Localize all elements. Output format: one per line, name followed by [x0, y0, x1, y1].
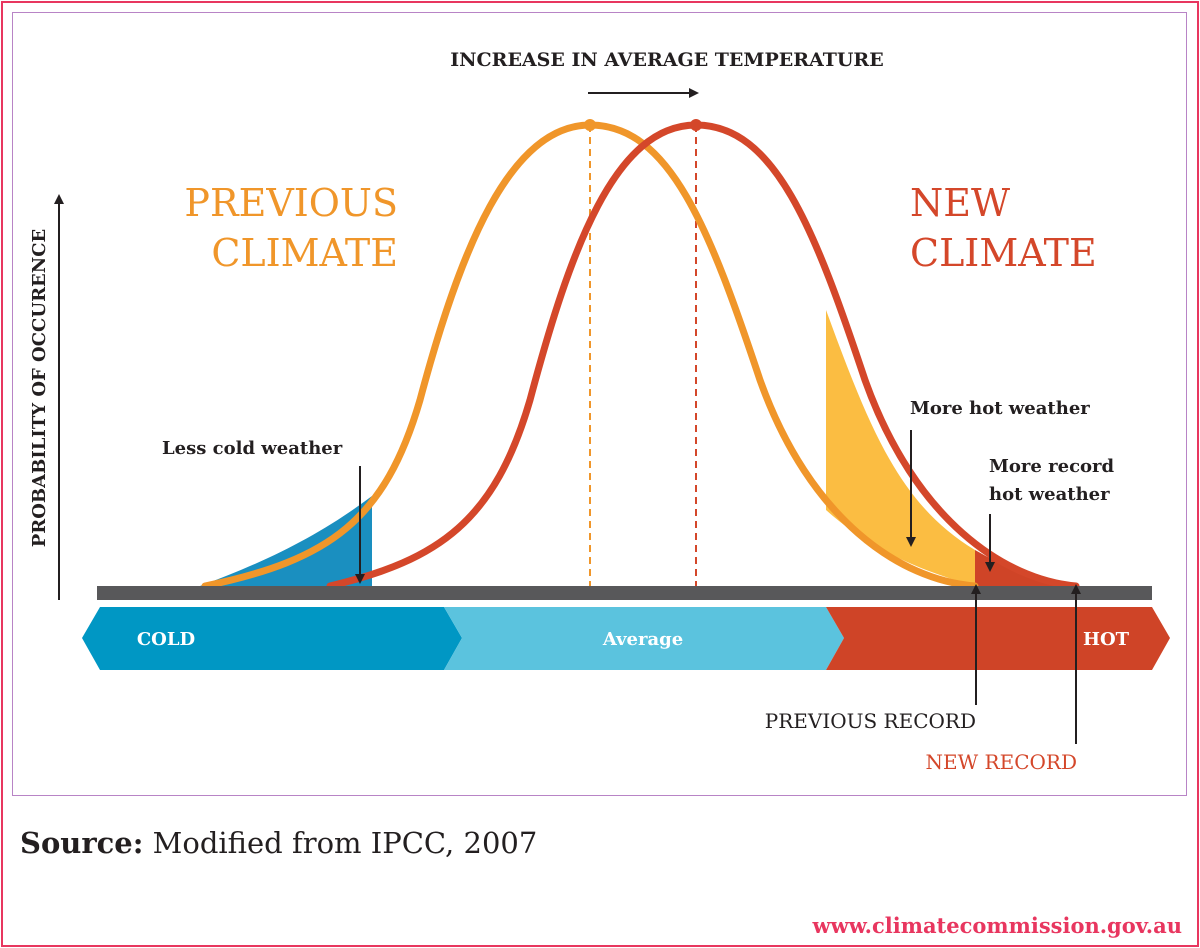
source-text: Modified from IPCC, 2007: [143, 826, 538, 860]
source-credit: Source: Modified from IPCC, 2007: [20, 826, 537, 860]
diagram-title: INCREASE IN AVERAGE TEMPERATURE: [450, 49, 883, 71]
previous-peak-dot: [584, 119, 596, 131]
average-segment: [444, 607, 844, 670]
previous-climate-label-line2: CLIMATE: [211, 231, 398, 275]
more-record-annotation-line2: hot weather: [989, 484, 1110, 505]
less-cold-annotation: Less cold weather: [162, 438, 343, 459]
website-link[interactable]: www.climatecommission.gov.au: [812, 913, 1182, 938]
new-climate-label-line1: NEW: [910, 181, 1010, 225]
more-hot-region: [826, 310, 975, 586]
new-record-label: NEW RECORD: [926, 750, 1077, 774]
source-prefix: Source:: [20, 826, 144, 860]
cold-segment: [82, 607, 462, 670]
y-axis-label: PROBABILITY OF OCCURENCE: [29, 229, 50, 548]
cold-label: COLD: [137, 629, 195, 650]
less-cold-region: [200, 496, 372, 586]
previous-climate-label-line1: PREVIOUS: [184, 181, 398, 225]
previous-record-label: PREVIOUS RECORD: [765, 709, 976, 733]
average-label: Average: [602, 629, 683, 650]
hot-segment: [826, 607, 1170, 670]
new-climate-label-line2: CLIMATE: [910, 231, 1097, 275]
record-hot-region: [975, 550, 1076, 586]
more-record-annotation-line1: More record: [989, 456, 1115, 477]
new-peak-dot: [690, 119, 702, 131]
diagram-frame: [12, 12, 1187, 796]
baseline: [97, 586, 1152, 600]
more-hot-annotation: More hot weather: [910, 398, 1090, 419]
hot-label: HOT: [1083, 629, 1130, 650]
